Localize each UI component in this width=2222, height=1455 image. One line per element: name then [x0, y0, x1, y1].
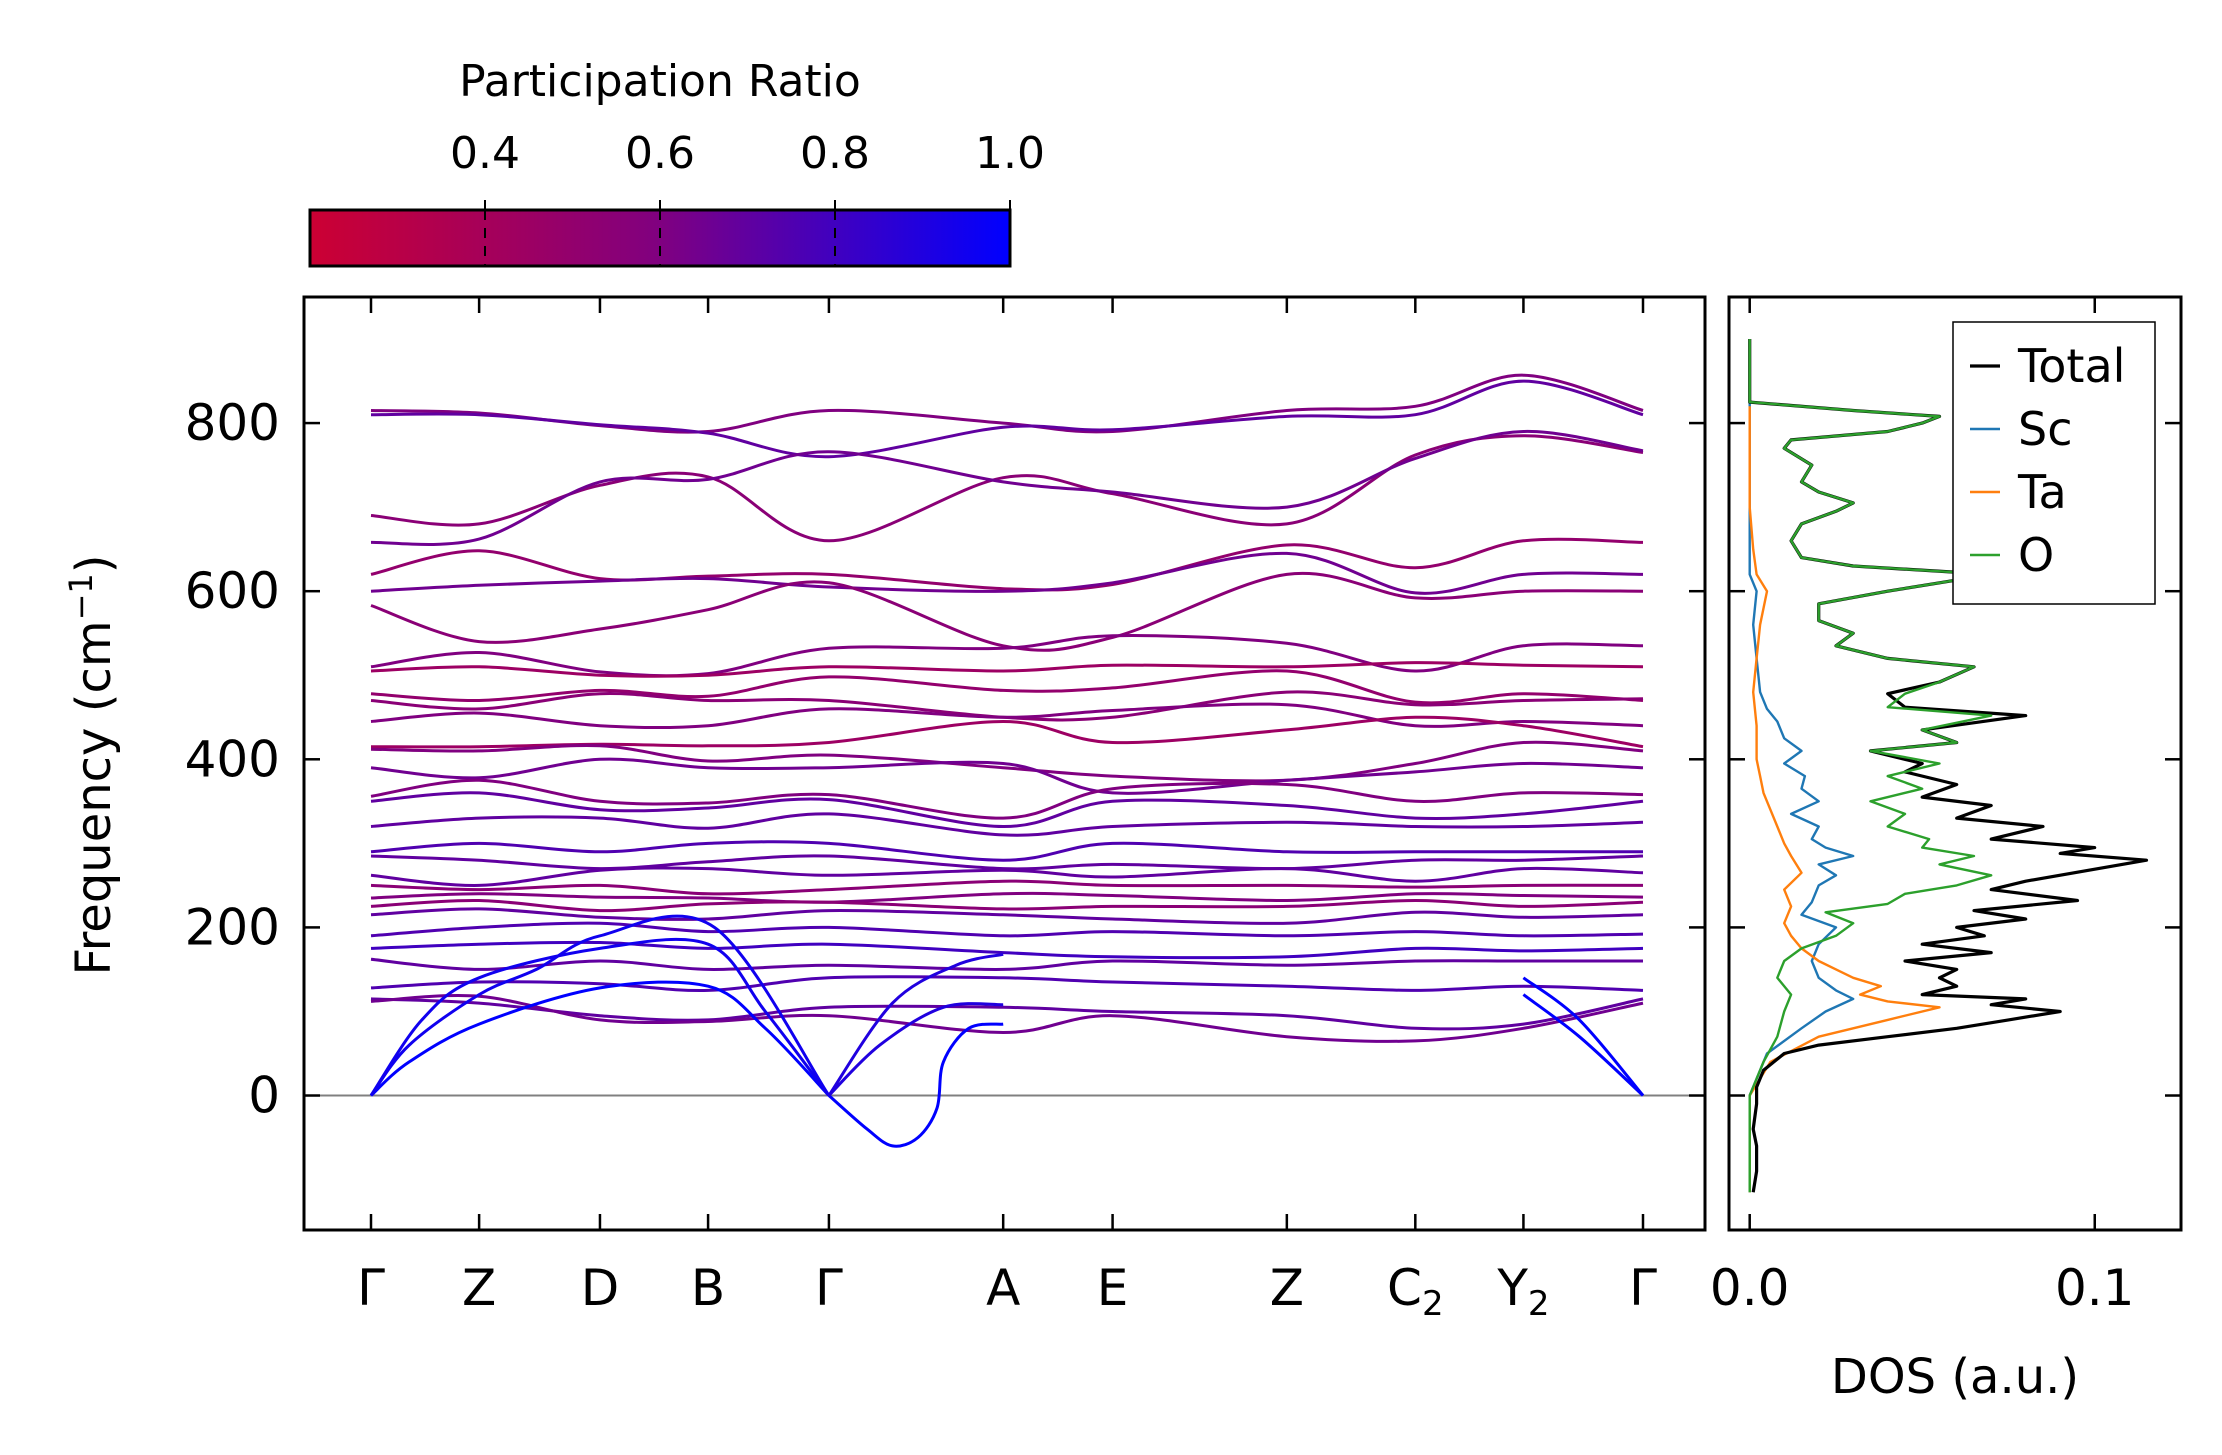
dos-axis-label: DOS (a.u.): [1831, 1349, 2079, 1405]
acoustic-branch: [369, 937, 831, 1097]
dos-y-ticks: [1729, 421, 2181, 1097]
frequency-tick-label: 0: [248, 1067, 280, 1125]
optical-branch: [370, 661, 1644, 678]
optical-branch: [370, 702, 1644, 730]
frequency-tick-label: 800: [185, 394, 280, 452]
optical-branch: [370, 975, 1644, 993]
kpoint-label: D: [581, 1259, 620, 1317]
optical-branch: [370, 379, 1644, 459]
optical-branch: [370, 690, 1644, 722]
legend: Total Sc Ta O: [1952, 321, 2156, 605]
dos-curve-o: [1748, 339, 1993, 1193]
kpoint-label: A: [986, 1259, 1020, 1317]
optical-branch: [370, 429, 1644, 546]
dos-x-tick-label: 0.1: [2055, 1259, 2135, 1317]
colorbar-tick-label: 0.6: [625, 128, 695, 179]
acoustic-branch: [827, 952, 1004, 1097]
optical-branch: [370, 854, 1644, 871]
dos-curves: [1748, 339, 2149, 1193]
frequency-tick-label: 400: [185, 730, 280, 788]
colorbar: Participation Ratio 0.4 0.6 0.8 1.0: [308, 56, 1045, 268]
optical-branch: [370, 791, 1644, 829]
optical-branch: [370, 537, 1644, 592]
legend-label-total: Total: [2017, 339, 2125, 393]
frequency-label-close: ): [66, 554, 122, 573]
band-plot-frame: [302, 295, 1707, 1232]
kpoint-label: E: [1097, 1259, 1129, 1317]
optical-branch: [370, 434, 1644, 543]
frequency-axis-label: Frequency (cm−1): [62, 554, 122, 975]
optical-branch: [370, 778, 1644, 820]
kpoint-label: Z: [1270, 1259, 1304, 1317]
dos-x-ticks: 0.0 0.1: [1710, 297, 2135, 1317]
legend-label-ta: Ta: [2017, 465, 2067, 519]
acoustic-branch: [1522, 993, 1645, 1097]
frequency-tick-label: 600: [185, 562, 280, 620]
colorbar-tick-label: 0.4: [450, 128, 520, 179]
kpoint-ticks: Γ Z D B Γ A E Z C2 Y2 Γ: [357, 297, 1657, 1324]
kpoint-label: C2: [1387, 1259, 1444, 1324]
acoustic-branch: [827, 1022, 1004, 1148]
frequency-tick-label: 200: [185, 898, 280, 956]
colorbar-tick-label: 0.8: [800, 128, 870, 179]
band-structure-panel: Γ Z D B Γ A E Z C2 Y2 Γ 0 200 400 600 800 Frequency (c…: [62, 295, 1707, 1324]
kpoint-label: Z: [462, 1259, 496, 1317]
optical-branch: [370, 879, 1644, 896]
optical-branch: [370, 757, 1644, 795]
optical-branch: [370, 551, 1644, 595]
optical-branch: [370, 571, 1644, 652]
dos-curve-sc: [1748, 339, 1855, 1193]
optical-branch: [370, 840, 1643, 862]
optical-branch: [370, 740, 1644, 783]
dos-x-tick-label: 0.0: [1710, 1259, 1790, 1317]
legend-frame: [1952, 321, 2156, 605]
optical-branch: [370, 994, 1644, 1043]
optical-branch: [370, 669, 1644, 705]
acoustic-branch: [827, 1002, 1004, 1097]
optical-branch: [370, 921, 1644, 938]
frequency-ticks: 0 200 400 600 800: [185, 394, 1705, 1125]
acoustic-branch: [369, 914, 831, 1097]
optical-branch: [370, 812, 1644, 837]
optical-branch: [370, 997, 1644, 1031]
optical-branch: [370, 891, 1644, 904]
colorbar-tick-label: 1.0: [975, 128, 1045, 179]
kpoint-label: Γ: [1629, 1259, 1657, 1317]
phonon-branches: [369, 373, 1645, 1148]
acoustic-branch: [1522, 976, 1645, 1097]
optical-branch: [370, 898, 1644, 913]
optical-branch: [370, 907, 1644, 925]
legend-label-o: O: [2018, 528, 2054, 582]
optical-branch: [370, 634, 1644, 678]
colorbar-title: Participation Ratio: [459, 56, 861, 107]
colorbar-ticks: 0.4 0.6 0.8 1.0: [450, 128, 1045, 266]
dos-curve-ta: [1748, 406, 1941, 1193]
kpoint-label: Γ: [815, 1259, 843, 1317]
legend-label-sc: Sc: [2018, 402, 2073, 456]
kpoint-label: Γ: [357, 1259, 385, 1317]
dos-plot-frame: [1727, 295, 2183, 1232]
acoustic-branch: [369, 980, 830, 1097]
optical-branch: [370, 866, 1644, 887]
kpoint-label: B: [691, 1259, 725, 1317]
kpoint-label: Y2: [1496, 1259, 1549, 1324]
optical-branch: [370, 957, 1643, 971]
frequency-unit-exponent: −1: [62, 573, 100, 620]
dos-panel: 0.0 0.1 DOS (a.u.) Total Sc Ta O: [1710, 295, 2183, 1405]
